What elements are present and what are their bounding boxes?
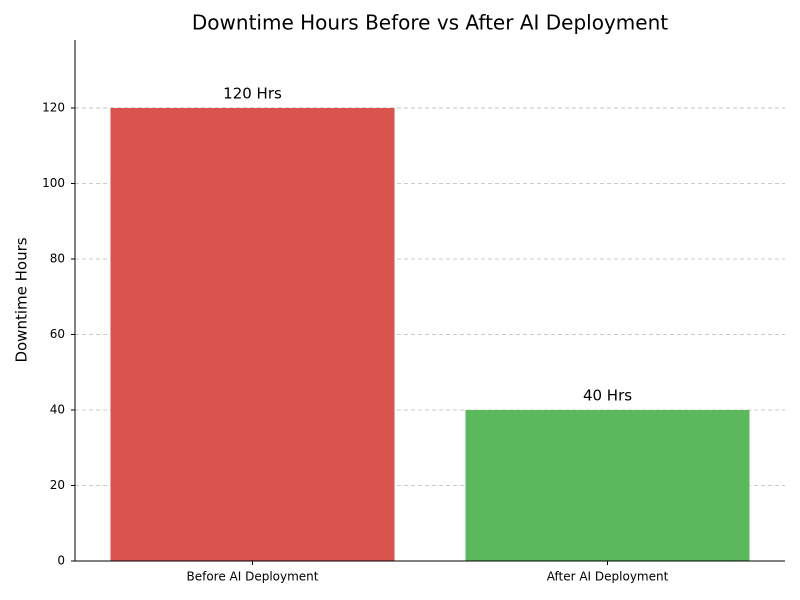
y-tick-label: 20	[50, 478, 65, 492]
chart-title: Downtime Hours Before vs After AI Deploy…	[192, 11, 668, 35]
value-label: 120 Hrs	[223, 84, 282, 102]
y-tick-label: 80	[50, 251, 65, 265]
y-tick-label: 0	[57, 554, 65, 568]
y-tick-label: 100	[42, 176, 65, 190]
bar	[110, 107, 395, 562]
bar	[465, 409, 750, 561]
y-tick-label: 60	[50, 327, 65, 341]
value-label: 40 Hrs	[583, 386, 632, 404]
x-tick-label: Before AI Deployment	[186, 570, 318, 584]
y-tick-label: 120	[42, 100, 65, 114]
x-tick-label: After AI Deployment	[547, 570, 669, 584]
y-tick-label: 40	[50, 402, 65, 416]
y-axis-label: Downtime Hours	[13, 237, 31, 362]
